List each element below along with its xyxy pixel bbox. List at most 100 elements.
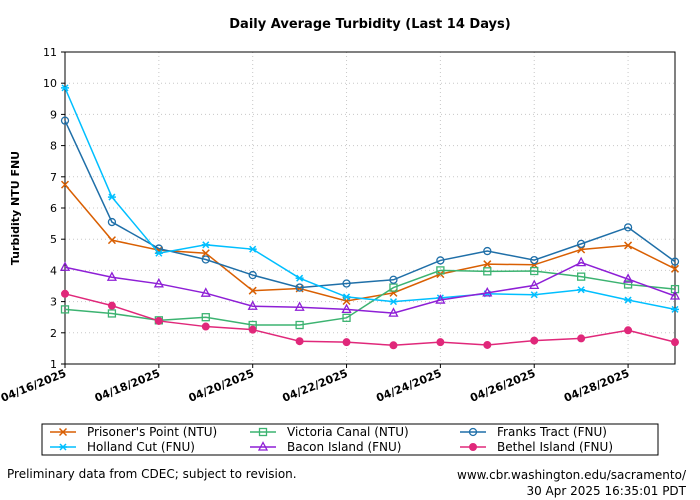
series-marker xyxy=(154,249,163,257)
series-marker xyxy=(248,325,257,334)
series-marker xyxy=(577,286,586,294)
series-marker xyxy=(295,337,304,346)
series-marker xyxy=(248,245,257,253)
y-tick-label: 10 xyxy=(43,77,57,90)
series-holland-cut-fnu xyxy=(61,84,679,313)
series-marker xyxy=(107,301,116,310)
y-tick-label: 11 xyxy=(43,46,57,59)
series-marker xyxy=(529,279,540,290)
series-marker xyxy=(248,270,257,280)
legend-label: Franks Tract (FNU) xyxy=(497,425,607,439)
series-marker xyxy=(342,313,351,322)
x-axis: 04/16/2025 04/18/2025 04/20/2025 04/22/2025… xyxy=(0,364,631,405)
series-marker xyxy=(436,266,445,275)
x-tick-label: 04/18/2025 xyxy=(93,367,162,405)
series-marker xyxy=(469,443,477,451)
series-marker xyxy=(61,289,69,298)
series-marker xyxy=(107,217,117,227)
y-tick-label: 5 xyxy=(50,233,57,246)
series-marker xyxy=(623,280,633,289)
series-line xyxy=(64,293,676,347)
legend-label: Prisoner's Point (NTU) xyxy=(87,425,217,439)
series-marker xyxy=(483,246,492,256)
legend-entry: Victoria Canal (NTU) xyxy=(250,425,409,439)
legend-entry: Holland Cut (FNU) xyxy=(50,440,195,454)
series-marker xyxy=(295,274,304,282)
series-marker xyxy=(389,341,398,350)
series-marker xyxy=(671,305,679,313)
x-tick-label: 04/24/2025 xyxy=(374,367,443,405)
series-marker xyxy=(258,427,268,437)
series-marker xyxy=(59,443,67,451)
legend-entry: Prisoner's Point (NTU) xyxy=(50,425,217,439)
series-marker xyxy=(577,334,586,343)
series-marker xyxy=(342,293,351,301)
series-marker xyxy=(530,266,539,276)
series-marker xyxy=(201,255,210,264)
legend-entry: Bethel Island (FNU) xyxy=(460,440,613,454)
x-tick-label: 04/28/2025 xyxy=(562,367,631,405)
series-marker xyxy=(624,296,633,304)
series-marker xyxy=(670,264,680,273)
legend: Prisoner's Point (NTU) Victoria Canal (NT… xyxy=(50,425,613,454)
series-marker xyxy=(530,291,539,299)
legend-label: Bethel Island (FNU) xyxy=(497,440,613,454)
series-marker xyxy=(342,338,351,347)
footer-timestamp: 30 Apr 2025 16:35:01 PDT xyxy=(526,484,686,498)
series-marker xyxy=(60,180,70,189)
series-marker xyxy=(201,241,210,249)
series-marker xyxy=(106,271,118,281)
series-marker xyxy=(577,272,586,281)
series-group xyxy=(59,84,681,350)
footer-url[interactable]: www.cbr.washington.edu/sacramento/ xyxy=(457,468,686,482)
series-marker xyxy=(107,236,116,245)
legend-entry: Franks Tract (FNU) xyxy=(460,425,607,439)
series-marker xyxy=(389,283,398,292)
x-tick-label: 04/20/2025 xyxy=(187,367,256,405)
footer-source: www.cbr.washington.edu/sacramento/ 30 Ap… xyxy=(457,467,686,499)
series-marker xyxy=(201,313,210,322)
y-axis-label: Turbidity NTU FNU xyxy=(9,151,22,265)
series-marker xyxy=(342,279,351,288)
series-marker xyxy=(483,260,492,269)
grid xyxy=(65,52,675,364)
series-marker xyxy=(107,309,117,318)
y-tick-label: 1 xyxy=(50,358,57,371)
series-marker xyxy=(483,340,492,349)
series-line xyxy=(64,261,676,314)
series-marker xyxy=(248,286,257,295)
series-marker xyxy=(107,193,116,201)
series-marker xyxy=(58,427,68,437)
series-marker xyxy=(200,287,211,297)
y-tick-label: 8 xyxy=(50,140,57,153)
series-marker xyxy=(530,336,539,345)
legend-label: Bacon Island (FNU) xyxy=(287,440,402,454)
series-marker xyxy=(389,275,398,284)
series-marker xyxy=(624,241,633,250)
series-marker xyxy=(60,116,70,125)
series-marker xyxy=(482,286,493,297)
series-marker xyxy=(59,261,71,271)
series-marker xyxy=(436,256,445,265)
series-marker xyxy=(624,326,633,335)
series-marker xyxy=(671,338,679,347)
series-line xyxy=(64,269,676,326)
chart-title: Daily Average Turbidity (Last 14 Days) xyxy=(229,17,510,32)
series-marker xyxy=(61,84,69,92)
legend-label: Holland Cut (FNU) xyxy=(87,440,195,454)
series-marker xyxy=(622,273,634,283)
series-marker xyxy=(201,249,210,258)
y-axis: 1 2 3 4 5 6 7 8 9 10 11 xyxy=(43,46,65,371)
y-tick-label: 6 xyxy=(50,202,57,215)
series-marker xyxy=(577,239,586,249)
series-marker xyxy=(483,267,492,276)
y-tick-label: 2 xyxy=(50,327,57,340)
legend-label: Victoria Canal (NTU) xyxy=(287,425,409,439)
series-marker xyxy=(669,290,681,300)
series-marker xyxy=(295,283,304,292)
series-line xyxy=(64,120,676,289)
series-marker xyxy=(670,257,680,266)
series-line xyxy=(64,87,676,311)
series-marker xyxy=(295,320,304,330)
